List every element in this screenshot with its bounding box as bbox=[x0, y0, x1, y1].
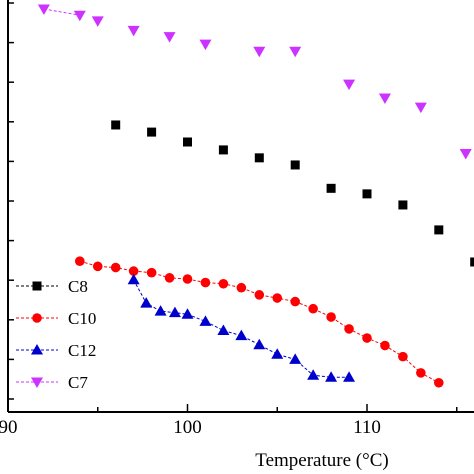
data-point-c8 bbox=[470, 257, 474, 267]
x-tick-label: 110 bbox=[353, 417, 381, 438]
data-point-c12 bbox=[217, 324, 230, 335]
data-point-c12 bbox=[154, 305, 167, 316]
data-point-c8 bbox=[290, 160, 300, 170]
series-c7 bbox=[37, 4, 472, 160]
data-point-c8 bbox=[218, 145, 228, 155]
data-point-c12 bbox=[127, 273, 140, 285]
data-point-c12 bbox=[289, 353, 302, 364]
series-c12 bbox=[127, 273, 356, 382]
data-point-c10 bbox=[92, 261, 103, 272]
legend-marker-c8 bbox=[32, 281, 42, 291]
plot-area bbox=[37, 4, 474, 388]
data-point-c10 bbox=[200, 277, 211, 288]
data-point-c10 bbox=[164, 273, 175, 283]
data-point-c10 bbox=[236, 282, 247, 293]
data-point-c12 bbox=[181, 308, 194, 319]
data-point-c10 bbox=[326, 312, 336, 322]
series-c8 bbox=[111, 120, 474, 267]
data-point-c10 bbox=[380, 340, 390, 351]
legend-marker-c10 bbox=[32, 313, 42, 323]
data-point-c8 bbox=[111, 120, 121, 130]
legend-item-c10: C10 bbox=[16, 309, 96, 328]
data-point-c7 bbox=[73, 10, 86, 22]
data-point-c12 bbox=[199, 315, 212, 326]
legend-item-c8: C8 bbox=[16, 277, 88, 296]
data-point-c10 bbox=[290, 296, 301, 307]
data-point-c10 bbox=[75, 256, 85, 266]
data-point-c7 bbox=[289, 46, 302, 58]
data-point-c10 bbox=[272, 293, 283, 303]
data-point-c10 bbox=[182, 274, 193, 284]
data-point-c12 bbox=[235, 329, 248, 341]
data-point-c7 bbox=[37, 4, 50, 15]
series-line-c10 bbox=[79, 260, 440, 384]
data-point-c10 bbox=[146, 267, 157, 278]
data-point-c12 bbox=[343, 371, 356, 382]
data-point-c12 bbox=[140, 297, 153, 308]
data-point-c7 bbox=[199, 39, 212, 51]
series-line-c7 bbox=[43, 8, 80, 16]
data-point-c7 bbox=[253, 46, 266, 58]
legend-label: C8 bbox=[68, 277, 88, 296]
legend-label: C12 bbox=[68, 341, 96, 360]
data-point-c8 bbox=[147, 127, 157, 137]
legend: C8 C10 C12 C7 bbox=[16, 277, 96, 392]
data-point-c12 bbox=[325, 371, 338, 382]
data-point-c10 bbox=[416, 368, 426, 378]
series-c10 bbox=[75, 256, 444, 388]
data-point-c7 bbox=[91, 16, 104, 27]
data-point-c8 bbox=[434, 225, 444, 235]
data-point-c7 bbox=[343, 79, 356, 91]
axes: 90 100 110 bbox=[0, 0, 474, 438]
data-point-c12 bbox=[168, 306, 181, 318]
x-tick-label: 90 bbox=[0, 417, 18, 438]
legend-label: C7 bbox=[68, 373, 88, 392]
legend-item-c7: C7 bbox=[16, 373, 88, 392]
data-point-c7 bbox=[127, 25, 140, 37]
x-axis-label: Temperature (°C) bbox=[255, 450, 388, 471]
data-point-c12 bbox=[271, 348, 284, 359]
data-point-c7 bbox=[414, 102, 427, 114]
data-point-c10 bbox=[110, 262, 121, 273]
x-tick-label: 100 bbox=[173, 417, 202, 438]
data-point-c8 bbox=[398, 200, 408, 210]
data-point-c10 bbox=[344, 324, 354, 334]
data-point-c10 bbox=[254, 290, 265, 300]
data-point-c10 bbox=[362, 333, 372, 343]
data-point-c12 bbox=[253, 338, 266, 350]
data-point-c8 bbox=[326, 183, 336, 193]
legend-label: C10 bbox=[68, 309, 96, 328]
data-point-c12 bbox=[307, 369, 320, 380]
data-point-c7 bbox=[378, 93, 391, 105]
data-point-c7 bbox=[163, 32, 176, 43]
legend-marker-c12 bbox=[31, 344, 43, 355]
legend-item-c12: C12 bbox=[16, 341, 96, 360]
data-point-c10 bbox=[308, 303, 318, 314]
data-point-c10 bbox=[398, 351, 408, 362]
legend-marker-c7 bbox=[31, 377, 43, 388]
data-point-c8 bbox=[254, 153, 264, 163]
series-line-c12 bbox=[133, 279, 350, 378]
data-point-c10 bbox=[218, 278, 229, 289]
data-point-c10 bbox=[434, 377, 444, 388]
data-point-c10 bbox=[128, 266, 139, 276]
data-point-c8 bbox=[362, 189, 372, 199]
data-point-c7 bbox=[459, 148, 472, 160]
data-point-c8 bbox=[183, 137, 192, 147]
